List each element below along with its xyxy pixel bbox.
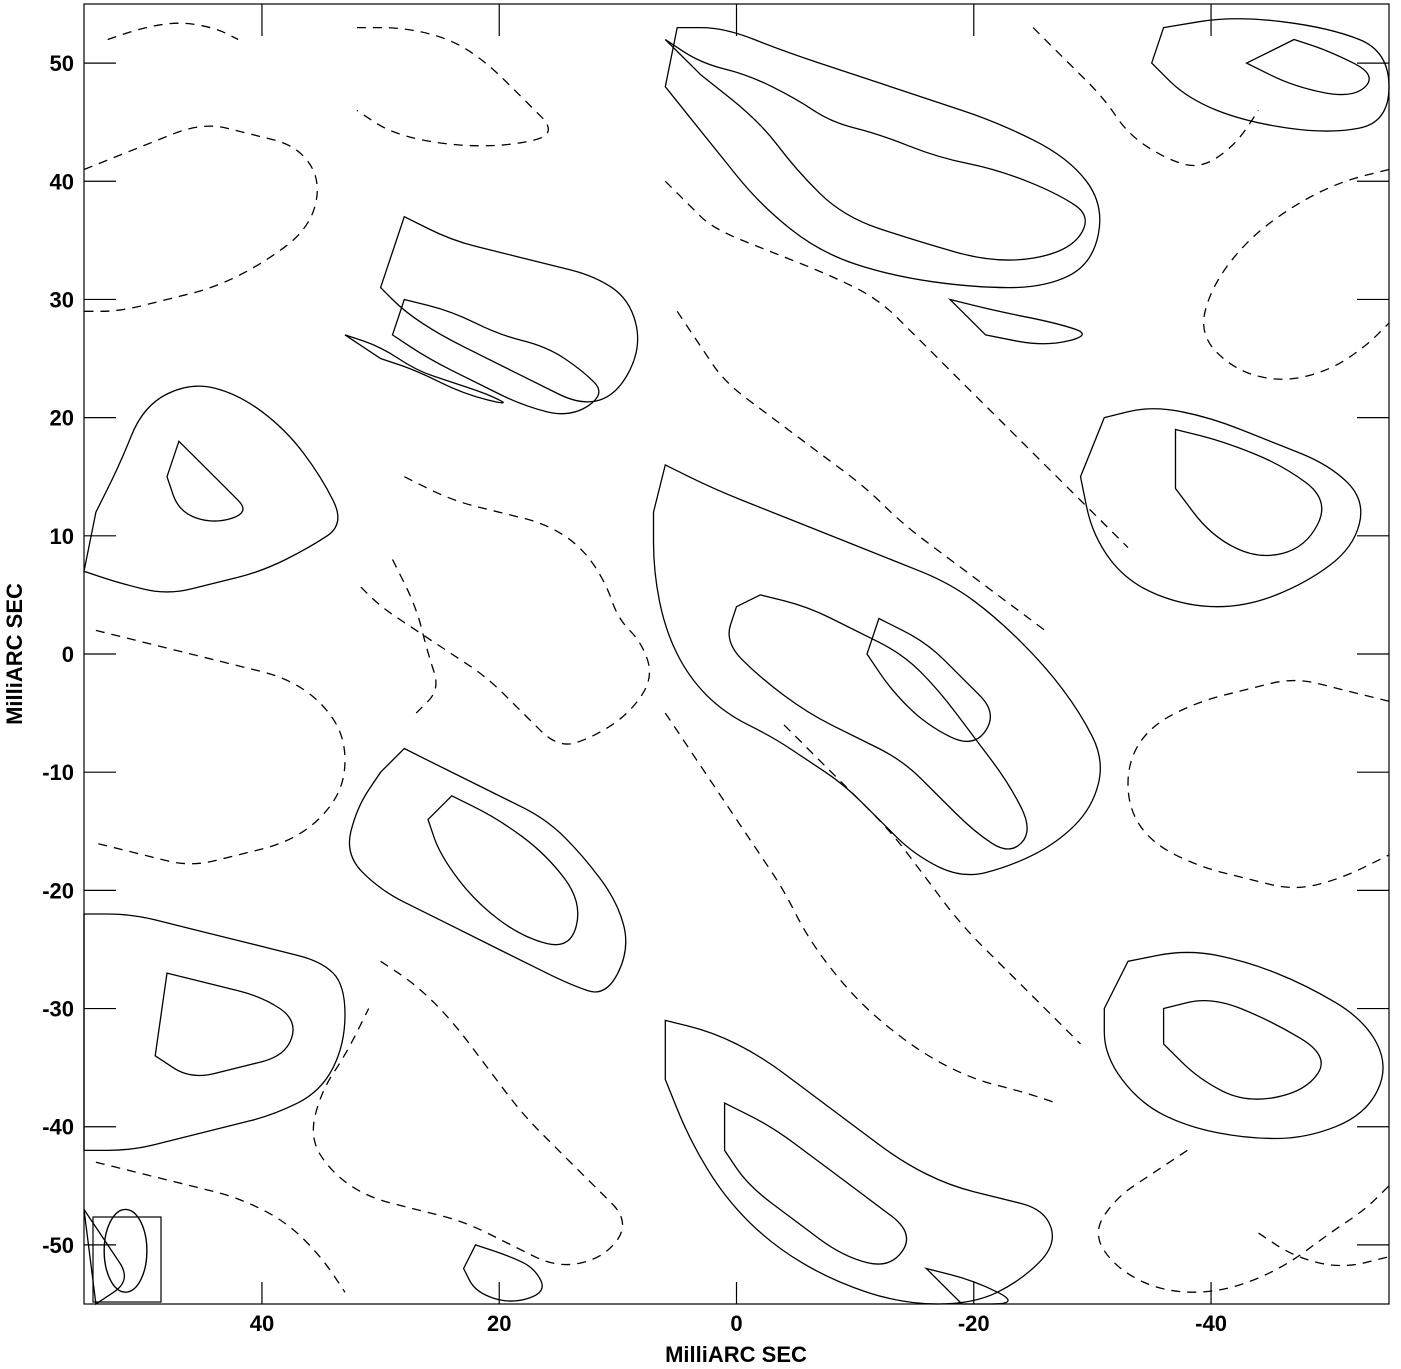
- y-tick-label: 20: [50, 406, 74, 431]
- y-axis-title: MilliARC SEC: [2, 583, 27, 725]
- dashed-contour-37: [664, 712, 1058, 1104]
- dashed-contour-28: [83, 125, 318, 312]
- solid-contour-9: [166, 440, 244, 522]
- dashed-contour-32: [676, 310, 1046, 631]
- y-tick-label: 50: [50, 51, 74, 76]
- solid-contour-25: [83, 1209, 125, 1306]
- dashed-contour-35: [95, 629, 346, 865]
- dashed-contour-42: [1258, 1232, 1390, 1267]
- contour-lines: [83, 18, 1390, 1306]
- solid-contour-11: [1174, 428, 1323, 557]
- dashed-contour-40: [95, 1161, 346, 1293]
- solid-contour-17: [83, 913, 346, 1152]
- solid-contour-1: [664, 26, 1101, 289]
- dashed-contour-34: [391, 559, 437, 714]
- dashed-contour-39: [312, 960, 624, 1266]
- y-tick-label: 40: [50, 169, 74, 194]
- solid-contour-0: [664, 38, 1086, 261]
- dashed-contour-41: [1097, 1149, 1390, 1293]
- solid-contour-13: [728, 594, 1028, 850]
- dashed-contour-31: [664, 180, 1129, 549]
- dashed-contour-26: [107, 22, 239, 41]
- beam-box: [92, 1216, 162, 1303]
- dashed-contour-30: [1202, 168, 1390, 380]
- solid-contour-15: [348, 747, 627, 993]
- dashed-contour-38: [783, 724, 1081, 1045]
- dashed-contour-27: [356, 26, 549, 147]
- x-tick-label: -40: [1195, 1311, 1227, 1336]
- x-axis-title: MilliARC SEC: [665, 1342, 807, 1367]
- solid-contour-10: [1079, 408, 1362, 608]
- solid-contour-3: [1245, 38, 1370, 96]
- solid-contour-12: [652, 463, 1101, 876]
- solid-contour-20: [1162, 1000, 1322, 1100]
- solid-contour-16: [427, 795, 579, 946]
- x-tick-label: -20: [958, 1311, 990, 1336]
- y-tick-label: 10: [50, 524, 74, 549]
- solid-contour-6: [391, 298, 600, 415]
- y-tick-label: -40: [42, 1115, 74, 1140]
- solid-contour-19: [1103, 951, 1384, 1140]
- y-tick-label: -10: [42, 760, 74, 785]
- tick-labels: 40 20 0 -20 -40 50 40 30 20 10 0 -10 -20 -30 -40 -50: [42, 51, 1227, 1336]
- solid-contour-8: [83, 385, 339, 593]
- y-tick-label: -50: [42, 1233, 74, 1258]
- solid-contour-24: [924, 1267, 1009, 1305]
- solid-contour-5: [379, 215, 639, 403]
- solid-contour-14: [866, 617, 991, 743]
- axis-ticks: [84, 4, 1389, 1304]
- x-tick-label: 20: [487, 1311, 511, 1336]
- solid-contour-18: [154, 972, 294, 1077]
- y-tick-label: -20: [42, 878, 74, 903]
- y-tick-label: -30: [42, 997, 74, 1022]
- dashed-contour-33: [356, 476, 651, 745]
- dashed-contour-29: [1032, 27, 1260, 167]
- solid-contour-23: [462, 1244, 543, 1302]
- solid-contour-21: [664, 1019, 1054, 1305]
- solid-contour-7: [344, 334, 504, 404]
- dashed-contour-36: [1127, 679, 1390, 889]
- x-tick-label: 0: [730, 1311, 742, 1336]
- y-tick-label: 30: [50, 287, 74, 312]
- solid-contour-22: [723, 1102, 908, 1265]
- y-tick-label: 0: [62, 642, 74, 667]
- x-tick-label: 40: [250, 1311, 274, 1336]
- solid-contour-2: [947, 298, 1083, 345]
- beam-indicator: [92, 1208, 162, 1303]
- beam-ellipse: [103, 1208, 148, 1293]
